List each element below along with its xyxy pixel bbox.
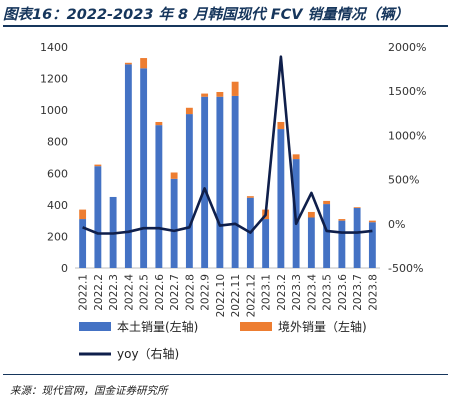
title-divider (3, 25, 448, 27)
bar-overseas (231, 81, 239, 96)
left-tick-label: 1200 (40, 73, 68, 86)
right-tick-label: 0% (388, 218, 405, 231)
x-tick-label: 2022.5 (139, 274, 151, 311)
bar-overseas (94, 164, 102, 167)
legend-label-yoy: yoy（右轴) (117, 346, 179, 361)
bar-overseas (292, 154, 300, 160)
right-axis-ticks: -500% 0% 500% 1000% 1500% 2000% (388, 41, 426, 275)
x-tick-label: 2022.10 (215, 274, 227, 317)
bar-domestic (216, 96, 224, 268)
x-tick-label: 2023.1 (261, 274, 273, 311)
bar-overseas (368, 220, 376, 223)
bar-domestic (231, 95, 239, 268)
bar-overseas (185, 107, 193, 115)
bar-overseas (140, 58, 148, 69)
chart-title: 图表16：2022-2023 年 8 月韩国现代 FCV 销量情况（辆） (3, 7, 410, 23)
legend-label-domestic: 本土销量(左轴) (117, 319, 198, 334)
bar-domestic (155, 125, 163, 268)
left-tick-label: 400 (47, 199, 68, 212)
bar-domestic (307, 217, 315, 268)
right-tick-label: 500% (388, 174, 419, 187)
bar-domestic (94, 166, 102, 268)
legend: 本土销量(左轴) 境外销量（左轴) yoy（右轴) (79, 319, 367, 361)
bar-domestic (323, 204, 331, 268)
x-tick-label: 2022.7 (169, 274, 181, 311)
bar-domestic (124, 64, 132, 268)
legend-label-overseas: 境外销量（左轴) (278, 319, 367, 334)
yoy-line-group (82, 55, 373, 235)
x-tick-label: 2023.6 (337, 274, 349, 311)
right-tick-label: 2000% (388, 41, 426, 54)
left-tick-label: 1000 (40, 104, 68, 117)
bar-domestic (353, 208, 361, 268)
bar-overseas (277, 121, 285, 130)
bar-domestic (277, 129, 285, 268)
bar-overseas (201, 93, 209, 97)
legend-swatch-overseas (240, 322, 272, 331)
bars (79, 58, 376, 268)
bar-overseas (246, 196, 254, 198)
bar-overseas (307, 211, 315, 218)
source-note: 来源：现代官网，国金证券研究所 (10, 385, 168, 397)
bar-domestic (201, 96, 209, 268)
bar-domestic (185, 114, 193, 268)
x-tick-label: 2023.8 (367, 274, 379, 311)
x-tick-label: 2022.2 (93, 274, 105, 311)
bar-domestic (338, 220, 346, 268)
left-tick-label: 0 (61, 262, 68, 275)
x-tick-label: 2022.3 (108, 274, 120, 311)
bar-overseas (79, 209, 87, 220)
right-tick-label: 1000% (388, 129, 426, 142)
x-tick-label: 2023.3 (291, 274, 303, 311)
bar-domestic (140, 68, 148, 268)
legend-swatch-domestic (79, 322, 111, 331)
left-tick-label: 200 (47, 230, 68, 243)
bar-domestic (368, 222, 376, 268)
bar-domestic (79, 219, 87, 268)
x-tick-label: 2022.12 (245, 274, 257, 317)
x-tick-label: 2023.2 (276, 274, 288, 311)
bar-overseas (155, 121, 163, 126)
x-tick-label: 2023.4 (306, 274, 318, 311)
bar-domestic (262, 219, 270, 268)
bar-overseas (338, 219, 346, 221)
x-tick-label: 2022.9 (200, 274, 212, 311)
bar-overseas (124, 62, 132, 65)
bar-overseas (323, 200, 331, 205)
left-tick-label: 800 (47, 136, 68, 149)
left-tick-label: 600 (47, 167, 68, 180)
right-tick-label: 1500% (388, 85, 426, 98)
x-tick-label: 2022.4 (123, 274, 135, 311)
right-tick-label: -500% (388, 262, 423, 275)
chart: 0 200 400 600 800 1000 1200 1400 -500% 0% 500% 100… (40, 41, 426, 361)
left-axis-ticks: 0 200 400 600 800 1000 1200 1400 (40, 41, 68, 275)
yoy-line (82, 55, 373, 235)
bar-overseas (216, 91, 224, 97)
x-axis-labels: 2022.1 2022.2 2022.3 2022.4 2022.5 2022.6 2022… (78, 274, 380, 318)
left-tick-label: 1400 (40, 41, 68, 54)
footer-divider (3, 374, 448, 375)
x-tick-label: 2022.6 (154, 274, 166, 311)
x-tick-label: 2023.7 (352, 274, 364, 311)
bar-domestic (170, 178, 178, 268)
x-tick-label: 2022.1 (78, 274, 90, 311)
x-tick-label: 2023.5 (322, 274, 334, 311)
bar-overseas (353, 207, 361, 209)
bar-overseas (170, 172, 178, 179)
x-tick-label: 2022.11 (230, 274, 242, 317)
x-tick-label: 2022.8 (184, 274, 196, 311)
